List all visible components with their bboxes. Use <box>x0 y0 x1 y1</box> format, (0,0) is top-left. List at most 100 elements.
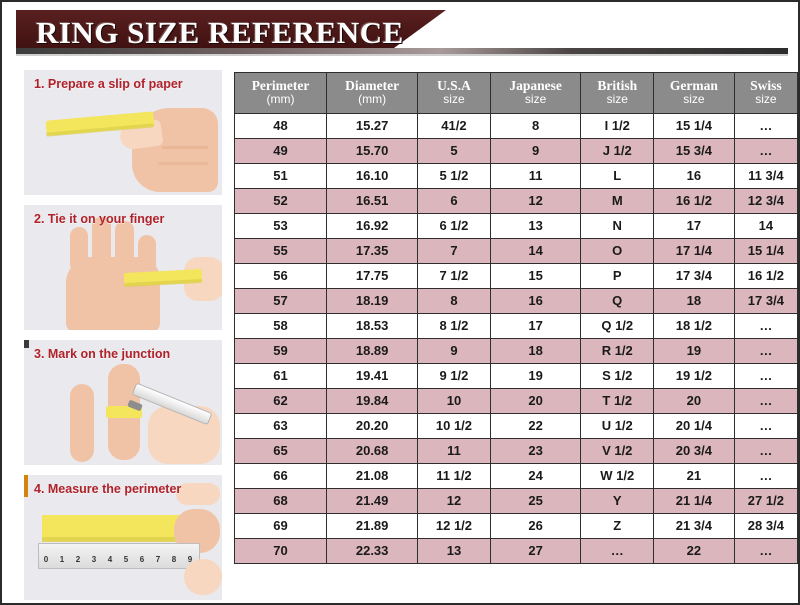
table-cell: 9 <box>490 138 581 163</box>
table-row: 56 17.75 7 1/2 15 P 17 3/4 16 1/2 <box>235 263 797 288</box>
column-header-unit: size <box>443 92 465 107</box>
table-cell: 20.20 <box>327 413 418 438</box>
title-divider <box>16 48 788 54</box>
table-cell: 9 <box>418 338 490 363</box>
table-cell: 19.84 <box>327 388 418 413</box>
table-cell: 49 <box>235 138 327 163</box>
paper-band-shape <box>106 406 142 418</box>
table-row: 52 16.51 6 12 M 16 1/2 12 3/4 <box>235 188 797 213</box>
step-2-illustration <box>24 205 222 330</box>
page-title: RING SIZE REFERENCE <box>36 15 404 50</box>
table-cell: 23 <box>490 438 581 463</box>
step-2-tie-on-finger: 2. Tie it on your finger <box>24 205 222 330</box>
column-header-name: Swiss <box>750 78 782 93</box>
table-cell: Q 1/2 <box>581 313 654 338</box>
step-1-label: 1. Prepare a slip of paper <box>34 77 183 91</box>
table-cell: … <box>734 138 797 163</box>
column-header-name: Perimeter <box>251 78 310 93</box>
table-row: 53 16.92 6 1/2 13 N 17 14 <box>235 213 797 238</box>
table-cell: 15 1/4 <box>654 113 734 138</box>
step-3-label: 3. Mark on the junction <box>34 347 171 361</box>
hand-crease <box>162 146 208 149</box>
table-cell: … <box>734 438 797 463</box>
paper-strip-shape <box>42 515 192 541</box>
table-cell: O <box>581 238 654 263</box>
finger-shape <box>184 559 222 595</box>
column-header-unit: size <box>755 92 777 107</box>
ruler-tick: 4 <box>107 555 113 564</box>
column-header-name: Japanese <box>509 78 562 93</box>
table-cell: 56 <box>235 263 327 288</box>
column-header-name: U.S.A <box>437 78 471 93</box>
column-header-unit: size <box>524 92 547 107</box>
column-header-japanese: Japanese size <box>490 73 581 113</box>
table-cell: 22 <box>654 538 734 563</box>
table-row: 70 22.33 13 27… 22… <box>235 538 797 563</box>
table-cell: 14 <box>734 213 797 238</box>
table-cell: 27 <box>490 538 581 563</box>
table-cell: 13 <box>418 538 490 563</box>
table-cell: … <box>734 313 797 338</box>
table-cell: Y <box>581 488 654 513</box>
column-header-name: Diameter <box>345 78 400 93</box>
table-row: 65 20.68 11 23 V 1/2 20 3/4… <box>235 438 797 463</box>
table-cell: … <box>734 338 797 363</box>
hand-crease <box>158 162 208 165</box>
table-header-row: Perimeter (mm) Diameter (mm) U.S.A size Japane… <box>235 73 797 113</box>
table-row: 58 18.53 8 1/2 17 Q 1/2 18 1/2… <box>235 313 797 338</box>
table-cell: J 1/2 <box>581 138 654 163</box>
title-divider-highlight <box>16 54 788 56</box>
table-row: 61 19.41 9 1/2 19 S 1/2 19 1/2… <box>235 363 797 388</box>
table-cell: … <box>581 538 654 563</box>
table-cell: 24 <box>490 463 581 488</box>
table-cell: 15 <box>490 263 581 288</box>
column-header-unit: (mm) <box>266 92 295 107</box>
table-row: 51 16.10 5 1/2 11 L 16 11 3/4 <box>235 163 797 188</box>
table-cell: 6 1/2 <box>418 213 490 238</box>
table-cell: R 1/2 <box>581 338 654 363</box>
finger-shape <box>70 384 94 462</box>
table-cell: 5 <box>418 138 490 163</box>
table-cell: 18.19 <box>327 288 418 313</box>
table-cell: 21.89 <box>327 513 418 538</box>
table-cell: 22.33 <box>327 538 418 563</box>
table-cell: 20 1/4 <box>654 413 734 438</box>
table-cell: 15 3/4 <box>654 138 734 163</box>
table-cell: 11 <box>418 438 490 463</box>
table-header: Perimeter (mm) Diameter (mm) U.S.A size Japane… <box>235 73 797 113</box>
table-row: 55 17.35 7 14 O 17 1/4 15 1/4 <box>235 238 797 263</box>
table-cell: 7 1/2 <box>418 263 490 288</box>
table-cell: 19.41 <box>327 363 418 388</box>
table-cell: 12 <box>490 188 581 213</box>
table-cell: 11 3/4 <box>734 163 797 188</box>
table-cell: T 1/2 <box>581 388 654 413</box>
table-cell: … <box>734 413 797 438</box>
table-cell: U 1/2 <box>581 413 654 438</box>
table-cell: 59 <box>235 338 327 363</box>
table-cell: 57 <box>235 288 327 313</box>
table-cell: 19 1/2 <box>654 363 734 388</box>
ring-size-table: Perimeter (mm) Diameter (mm) U.S.A size Japane… <box>234 72 798 564</box>
table-cell: 16 <box>490 288 581 313</box>
step-1-illustration <box>24 70 222 195</box>
table-cell: 17 3/4 <box>734 288 797 313</box>
column-header-unit: size <box>606 92 628 107</box>
step-4-measure-perimeter: 0 1 2 3 4 5 6 7 8 9 4. Measure the perim… <box>24 475 222 600</box>
column-header-german: German size <box>654 73 734 113</box>
column-header-perimeter: Perimeter (mm) <box>235 73 327 113</box>
table-cell: 18 <box>654 288 734 313</box>
table-row: 69 21.89 12 1/2 26 Z 21 3/4 28 3/4 <box>235 513 797 538</box>
ruler-tick: 9 <box>187 555 193 564</box>
ruler-tick: 5 <box>123 555 129 564</box>
ruler-icon <box>38 543 200 569</box>
table-cell: 51 <box>235 163 327 188</box>
table-cell: 65 <box>235 438 327 463</box>
table-cell: 16 1/2 <box>734 263 797 288</box>
table-cell: 13 <box>490 213 581 238</box>
paper-strip-shadow <box>42 537 192 542</box>
table-cell: 11 1/2 <box>418 463 490 488</box>
table-cell: 28 3/4 <box>734 513 797 538</box>
table-cell: N <box>581 213 654 238</box>
column-header-swiss: Swiss size <box>734 73 797 113</box>
